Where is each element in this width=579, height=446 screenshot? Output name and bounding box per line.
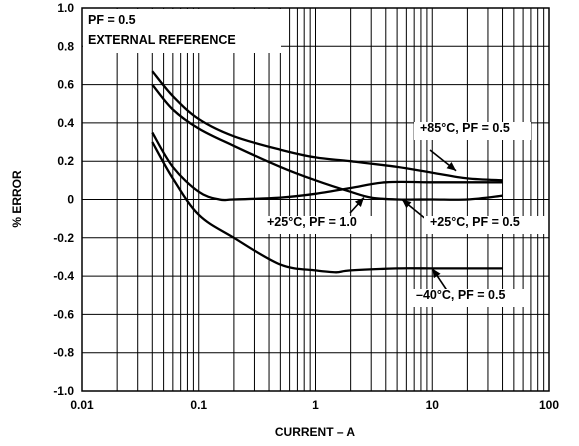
note-line-1: PF = 0.5 <box>88 13 136 27</box>
y-axis-title: % ERROR <box>10 170 24 228</box>
x-tick-label: 0.01 <box>70 398 94 412</box>
x-axis-title: CURRENT – A <box>275 425 356 439</box>
callout-arrow-head <box>446 162 457 171</box>
callout-label-bg <box>411 289 527 307</box>
y-tick-label: 0.6 <box>57 78 74 92</box>
y-tick-label: 0.4 <box>57 116 74 130</box>
y-tick-label: -0.4 <box>53 269 74 283</box>
y-tick-label: -0.2 <box>53 231 74 245</box>
callout-label-bg <box>262 216 380 234</box>
y-tick-label: -0.8 <box>53 346 74 360</box>
x-tick-label: 0.1 <box>190 398 207 412</box>
y-tick-label: -1.0 <box>53 384 74 398</box>
note-box <box>83 9 281 53</box>
y-tick-label: 0.2 <box>57 154 74 168</box>
y-tick-label: 1.0 <box>57 1 74 15</box>
callout-label: +25°C, PF = 0.5 <box>430 215 520 229</box>
tick-labels: 0.01 0.1 1 10 100 1.0 0.8 0.6 0.4 0.2 0 -0.2 -0.4 -0.… <box>53 1 559 412</box>
series-line-3 <box>151 141 503 274</box>
callout-arrow-head <box>432 268 441 279</box>
y-tick-label: 0.8 <box>57 39 74 53</box>
x-tick-label: 1 <box>312 398 319 412</box>
plot-frame <box>81 7 550 392</box>
callout-label: –40°C, PF = 0.5 <box>416 288 505 302</box>
callout-label-bg <box>424 216 545 234</box>
series-line-2 <box>151 131 503 202</box>
callouts: +85°C, PF = 0.5 +25°C, PF = 1.0 +25°C, PF … <box>262 121 545 307</box>
y-tick-label: -0.6 <box>53 307 74 321</box>
series-line-1 <box>151 83 503 201</box>
y-tick-label: 0 <box>67 193 74 207</box>
note-line-2: EXTERNAL REFERENCE <box>88 33 236 47</box>
callout-arrow-head <box>354 197 364 207</box>
callout-arrow-head <box>401 199 412 209</box>
callout-label: +25°C, PF = 1.0 <box>267 215 357 229</box>
series-lines <box>151 70 503 274</box>
x-tick-label: 10 <box>426 398 440 412</box>
callout-label: +85°C, PF = 0.5 <box>420 121 510 135</box>
x-tick-label: 100 <box>539 398 559 412</box>
callout-label-bg <box>414 122 531 140</box>
series-line-0 <box>151 70 503 182</box>
